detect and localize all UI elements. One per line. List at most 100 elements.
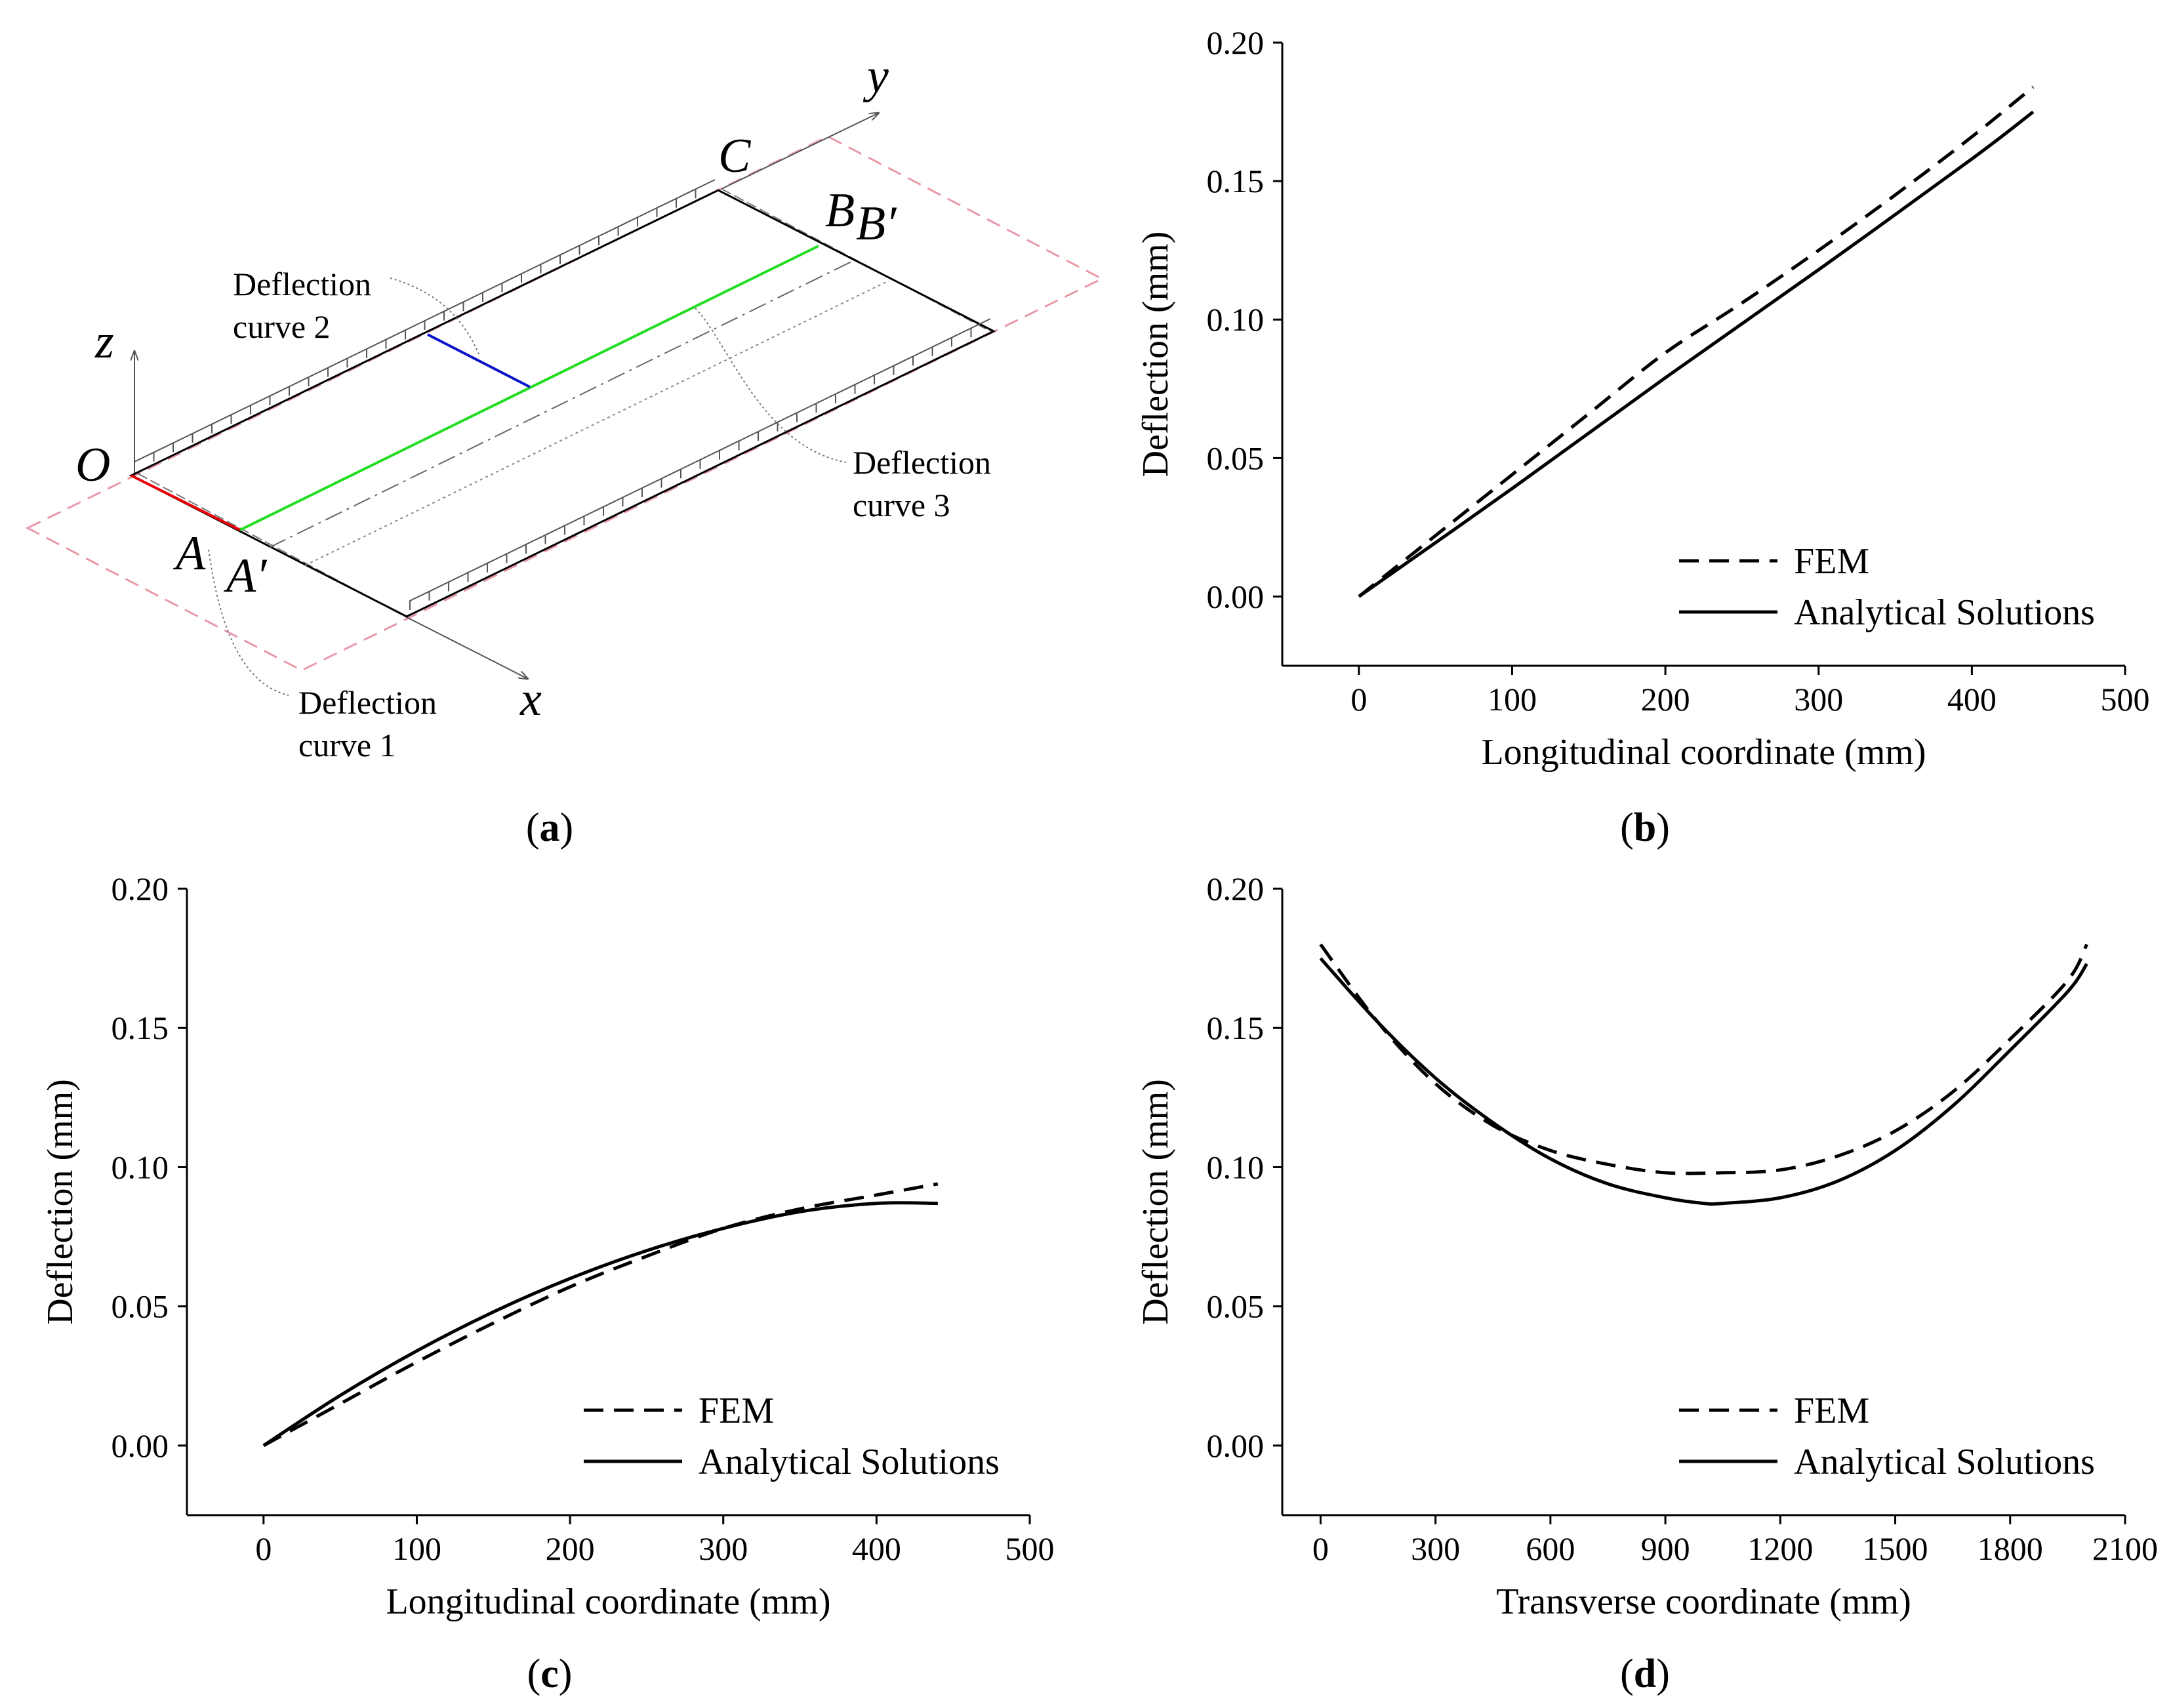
y-tick-label: 0.20 [112, 870, 169, 907]
y-axis-label: Deflection (mm) [1135, 232, 1176, 478]
caption-c-open: ( [527, 1652, 541, 1696]
y-axis-label: Deflection (mm) [40, 1079, 81, 1325]
x-tick-label: 0 [1312, 1530, 1329, 1567]
axis-label-z: z [94, 315, 114, 369]
reference-plane [25, 135, 1105, 672]
plate-outline [129, 189, 996, 618]
y-tick-label: 0.15 [112, 1009, 169, 1046]
x-tick-label: 300 [1794, 681, 1843, 718]
point-label-a-prime: A′ [223, 549, 268, 603]
legend-label-analytical: Analytical Solutions [699, 1442, 1000, 1482]
caption-a-close: ) [560, 805, 574, 850]
legend-label-analytical: Analytical Solutions [1794, 592, 2095, 633]
y-axis-label: Deflection (mm) [1135, 1079, 1176, 1325]
y-tick-label: 0.20 [1207, 870, 1265, 907]
support-right [409, 318, 991, 610]
series-line-analytical [1319, 957, 2088, 1206]
x-tick-label: 0 [1350, 681, 1367, 718]
series-line-fem [262, 1182, 939, 1448]
point-label-a: A [172, 527, 206, 580]
point-label-b: B [825, 184, 855, 237]
caption-c-letter: c [540, 1652, 559, 1696]
caption-b-close: ) [1656, 805, 1670, 850]
curve-1-label-line1: Deflection [298, 684, 437, 721]
y-tick-label: 0.10 [1207, 301, 1265, 338]
x-axis [405, 616, 528, 679]
series-line-analytical [1358, 110, 2035, 598]
axis-label-x: x [519, 672, 542, 726]
x-tick-label: 0 [255, 1530, 272, 1567]
chart-d: 0 300 600 900 1200 1500 1800 2100 0.00 0.05 0.10 0.… [1135, 870, 2158, 1622]
x-axis-label: Longitudinal coordinate (mm) [386, 1581, 830, 1622]
x-tick-label: 400 [852, 1530, 901, 1567]
chart-c: 0 100 200 300 400 500 0.00 0.05 0.10 0.15 0.20 Long… [40, 870, 1055, 1622]
series-line-fem [1358, 85, 2035, 598]
curve-2-label-line1: Deflection [233, 266, 371, 302]
series-line-analytical [262, 1201, 938, 1447]
caption-d-letter: d [1634, 1652, 1656, 1696]
x-axis-label: Transverse coordinate (mm) [1496, 1581, 1911, 1622]
x-tick-label: 200 [1641, 681, 1690, 718]
axis-label-y: y [862, 49, 889, 103]
x-tick-label: 600 [1526, 1530, 1575, 1567]
caption-d-open: ( [1620, 1652, 1634, 1696]
deflection-curve-2-line [427, 333, 531, 388]
x-tick-label: 1500 [1863, 1530, 1928, 1567]
legend-label-analytical: Analytical Solutions [1794, 1442, 2095, 1482]
y-tick-label: 0.05 [112, 1288, 169, 1325]
caption-c-close: ) [559, 1652, 573, 1696]
curve-3-label-line1: Deflection [853, 444, 991, 481]
y-tick-label: 0.00 [112, 1427, 169, 1464]
x-tick-label: 1800 [1978, 1530, 2043, 1567]
chart-b: 0 100 200 300 400 500 0.00 0.05 0.10 0.15 0.20 Long… [1135, 24, 2150, 773]
caption-d-close: ) [1656, 1652, 1670, 1696]
x-axis-label: Longitudinal coordinate (mm) [1481, 732, 1926, 773]
y-tick-label: 0.05 [1207, 439, 1265, 476]
x-tick-label: 2100 [2092, 1530, 2158, 1567]
y-tick-label: 0.20 [1207, 24, 1265, 61]
caption-a-letter: a [540, 805, 560, 850]
x-tick-label: 300 [1411, 1530, 1460, 1567]
caption-b-letter: b [1634, 805, 1656, 850]
caption-c: (c) [527, 1652, 573, 1696]
x-tick-label: 200 [546, 1530, 595, 1567]
caption-a-open: ( [526, 805, 540, 850]
leader-curve-2 [390, 277, 479, 355]
point-label-c: C [718, 129, 752, 183]
y-tick-label: 0.00 [1207, 1427, 1265, 1464]
point-label-o: O [75, 438, 110, 492]
legend-label-fem: FEM [1794, 1391, 1869, 1431]
y-tick-label: 0.15 [1207, 1009, 1265, 1046]
dashdot-line [268, 260, 853, 548]
y-tick-label: 0.15 [1207, 163, 1265, 199]
y-tick-label: 0.10 [1207, 1149, 1265, 1185]
caption-a: (a) [526, 805, 573, 850]
y-tick-label: 0.05 [1207, 1288, 1265, 1325]
caption-b-open: ( [1620, 805, 1634, 850]
x-tick-label: 1200 [1747, 1530, 1813, 1567]
leader-curve-3 [695, 308, 847, 463]
x-tick-label: 100 [1488, 681, 1537, 718]
caption-b: (b) [1620, 805, 1670, 850]
x-tick-label: 400 [1947, 681, 1997, 718]
x-tick-label: 100 [392, 1530, 441, 1567]
caption-d: (d) [1620, 1652, 1670, 1696]
y-tick-label: 0.00 [1207, 578, 1265, 615]
curve-3-label-line2: curve 3 [853, 487, 950, 523]
x-tick-label: 500 [1005, 1530, 1055, 1567]
x-tick-label: 300 [699, 1530, 748, 1567]
support-left [134, 179, 716, 471]
deflection-curve-1-line [131, 474, 241, 531]
panel-a-diagram: z y x O A A′ C B B′ Deflection curve 2 D… [25, 49, 1105, 763]
point-label-b-prime: B′ [856, 197, 897, 251]
series-line-fem [1319, 943, 2088, 1175]
dotted-line [304, 280, 889, 566]
x-tick-label: 500 [2101, 681, 2150, 718]
x-tick-label: 900 [1641, 1530, 1690, 1567]
curve-2-label-line2: curve 2 [233, 308, 331, 345]
y-axis [721, 113, 879, 190]
y-tick-label: 0.10 [112, 1149, 169, 1185]
legend-label-fem: FEM [699, 1391, 774, 1431]
legend-label-fem: FEM [1794, 541, 1869, 582]
